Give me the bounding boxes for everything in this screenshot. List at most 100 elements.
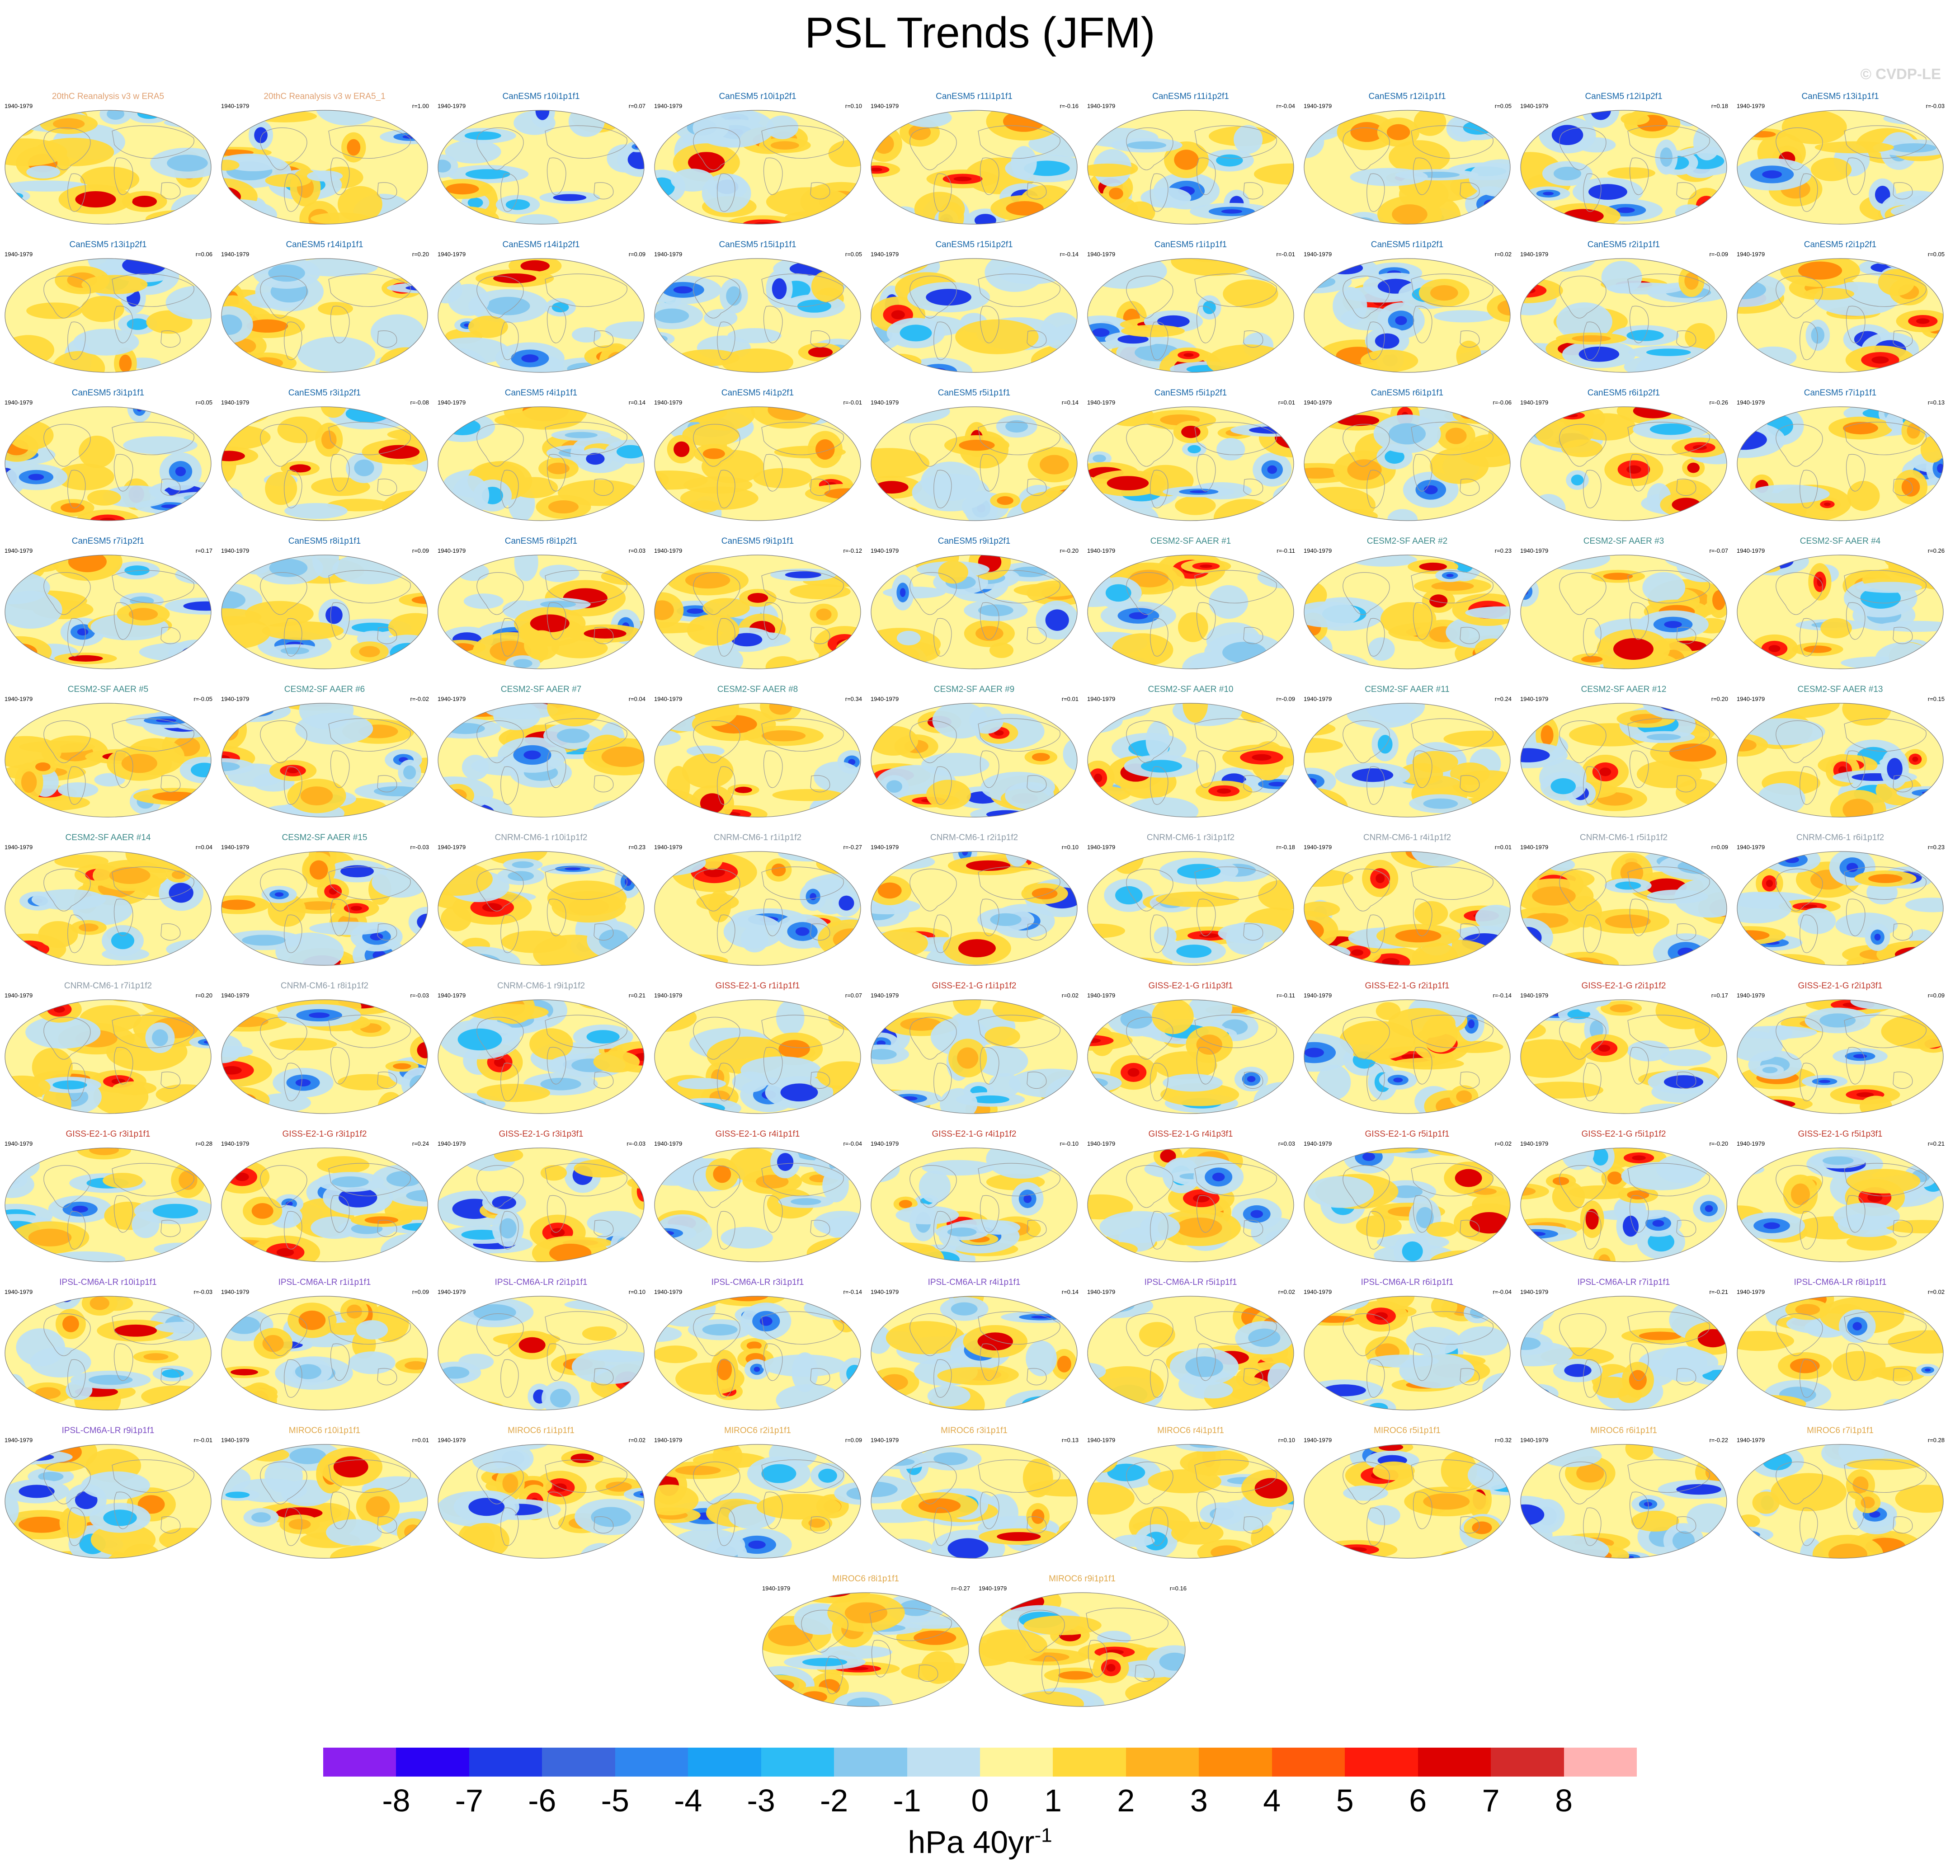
map-correlation: r=0.34 xyxy=(845,696,862,702)
map-correlation: r=-0.14 xyxy=(843,1288,862,1295)
trend-map xyxy=(1737,1147,1944,1262)
map-period: 1940-1979 xyxy=(654,251,683,258)
map-period: 1940-1979 xyxy=(1087,399,1116,406)
map-correlation: r=0.09 xyxy=(1711,844,1728,851)
map-correlation: r=0.32 xyxy=(1494,1437,1512,1443)
trend-map xyxy=(654,851,861,966)
map-panel: CanESM5 r10i1p1f1 1940-1979 r=0.07 xyxy=(433,88,649,228)
map-title: GISS-E2-1-G r1i1p1f1 xyxy=(715,981,800,991)
trend-map xyxy=(5,1444,212,1559)
map-title: CNRM-CM6-1 r3i1p1f2 xyxy=(1146,833,1235,842)
map-correlation: r=-0.11 xyxy=(1277,992,1295,999)
map-panel: GISS-E2-1-G r2i1p3f1 1940-1979 r=0.09 xyxy=(1732,978,1948,1118)
colorbar-cell xyxy=(1418,1748,1491,1777)
trend-map xyxy=(1087,1296,1294,1411)
map-title: CanESM5 r9i1p1f1 xyxy=(721,536,794,546)
map-correlation: r=-0.09 xyxy=(1276,696,1295,702)
trend-map xyxy=(1304,1147,1511,1262)
colorbar-cell xyxy=(1345,1748,1418,1777)
map-period: 1940-1979 xyxy=(1304,1288,1332,1295)
map-period: 1940-1979 xyxy=(1520,103,1549,109)
map-title: CESM2-SF AAER #9 xyxy=(933,685,1015,694)
trend-map xyxy=(438,406,645,521)
map-correlation: r=0.13 xyxy=(1061,1437,1079,1443)
map-title: CanESM5 r5i1p1f1 xyxy=(938,388,1011,398)
map-correlation: r=-0.03 xyxy=(1926,103,1945,109)
trend-map xyxy=(1737,406,1944,521)
map-panel: CanESM5 r11i1p2f1 1940-1979 r=-0.04 xyxy=(1083,88,1299,228)
colorbar-tick-label: 4 xyxy=(1263,1783,1281,1818)
map-correlation: r=0.14 xyxy=(1061,399,1079,406)
colorbar-cell xyxy=(980,1748,1053,1777)
map-title: IPSL-CM6A-LR r2i1p1f1 xyxy=(495,1278,588,1287)
map-panel: CNRM-CM6-1 r6i1p1f2 1940-1979 r=0.23 xyxy=(1732,829,1948,969)
map-title: CanESM5 r10i1p2f1 xyxy=(719,92,796,101)
map-title: CESM2-SF AAER #8 xyxy=(717,685,798,694)
trend-map xyxy=(1087,1147,1294,1262)
map-title: IPSL-CM6A-LR r8i1p1f1 xyxy=(1794,1278,1887,1287)
map-correlation: r=-0.02 xyxy=(410,696,429,702)
trend-map xyxy=(1087,258,1294,373)
map-panel: CanESM5 r5i1p2f1 1940-1979 r=0.01 xyxy=(1083,385,1299,525)
map-period: 1940-1979 xyxy=(1520,992,1549,999)
trend-map xyxy=(871,406,1078,521)
colorbar-cell xyxy=(1126,1748,1199,1777)
trend-map xyxy=(979,1592,1186,1707)
map-correlation: r=-0.04 xyxy=(1276,103,1295,109)
map-correlation: r=0.03 xyxy=(1278,1140,1295,1147)
map-correlation: r=0.04 xyxy=(195,844,212,851)
map-panel: GISS-E2-1-G r3i1p1f2 1940-1979 r=0.24 xyxy=(217,1126,433,1266)
map-panel: CanESM5 r7i1p1f1 1940-1979 r=0.13 xyxy=(1732,385,1948,525)
map-period: 1940-1979 xyxy=(1520,844,1549,851)
map-title: CanESM5 r13i1p1f1 xyxy=(1801,92,1879,101)
trend-map xyxy=(762,1592,969,1707)
map-panel: CanESM5 r7i1p2f1 1940-1979 r=0.17 xyxy=(0,533,216,673)
map-period: 1940-1979 xyxy=(654,992,683,999)
trend-map xyxy=(221,1444,428,1559)
map-period: 1940-1979 xyxy=(5,399,33,406)
colorbar-tick-label: -1 xyxy=(893,1783,921,1818)
map-correlation: r=-0.20 xyxy=(1709,1140,1728,1147)
map-correlation: r=0.14 xyxy=(1061,1288,1079,1295)
map-correlation: r=0.20 xyxy=(412,251,429,258)
map-title: IPSL-CM6A-LR r9i1p1f1 xyxy=(61,1426,155,1435)
map-correlation: r=0.15 xyxy=(1927,696,1945,702)
map-panel: IPSL-CM6A-LR r1i1p1f1 1940-1979 r=0.09 xyxy=(217,1274,433,1414)
map-title: GISS-E2-1-G r3i1p1f2 xyxy=(282,1129,367,1139)
map-period: 1940-1979 xyxy=(1520,696,1549,702)
map-correlation: r=0.10 xyxy=(1278,1437,1295,1443)
colorbar-tick-label: 6 xyxy=(1409,1783,1427,1818)
map-correlation: r=-0.12 xyxy=(843,547,862,554)
map-correlation: r=-0.01 xyxy=(193,1437,212,1443)
map-period: 1940-1979 xyxy=(221,992,250,999)
map-period: 1940-1979 xyxy=(221,103,250,109)
map-correlation: r=0.01 xyxy=(1278,399,1295,406)
map-correlation: r=-0.26 xyxy=(1709,399,1728,406)
trend-map xyxy=(438,703,645,818)
map-period: 1940-1979 xyxy=(438,251,466,258)
watermark: © CVDP-LE xyxy=(1860,66,1941,82)
map-period: 1940-1979 xyxy=(1737,547,1765,554)
trend-map xyxy=(5,555,212,669)
map-title: GISS-E2-1-G r2i1p1f2 xyxy=(1581,981,1666,991)
map-correlation: r=0.18 xyxy=(1711,103,1728,109)
map-correlation: r=0.21 xyxy=(1927,1140,1945,1147)
trend-map xyxy=(1520,258,1727,373)
colorbar-cell xyxy=(469,1748,542,1777)
trend-map xyxy=(871,258,1078,373)
map-period: 1940-1979 xyxy=(1087,844,1116,851)
trend-map xyxy=(1087,851,1294,966)
map-panel: CanESM5 r12i1p1f1 1940-1979 r=0.05 xyxy=(1299,88,1515,228)
map-panel: CNRM-CM6-1 r5i1p1f2 1940-1979 r=0.09 xyxy=(1516,829,1732,969)
map-title: GISS-E2-1-G r4i1p1f1 xyxy=(715,1129,800,1139)
trend-map xyxy=(438,1147,645,1262)
map-title: CanESM5 r8i1p2f1 xyxy=(504,536,578,546)
map-correlation: r=0.21 xyxy=(628,992,645,999)
map-panel: CESM2-SF AAER #8 1940-1979 r=0.34 xyxy=(650,681,866,821)
map-panel: CESM2-SF AAER #15 1940-1979 r=-0.03 xyxy=(217,829,433,969)
map-correlation: r=0.04 xyxy=(628,696,645,702)
map-correlation: r=-0.03 xyxy=(410,992,429,999)
map-period: 1940-1979 xyxy=(438,992,466,999)
map-panel: GISS-E2-1-G r2i1p1f1 1940-1979 r=-0.14 xyxy=(1299,978,1515,1118)
map-panel: CanESM5 r13i1p2f1 1940-1979 r=0.06 xyxy=(0,236,216,376)
